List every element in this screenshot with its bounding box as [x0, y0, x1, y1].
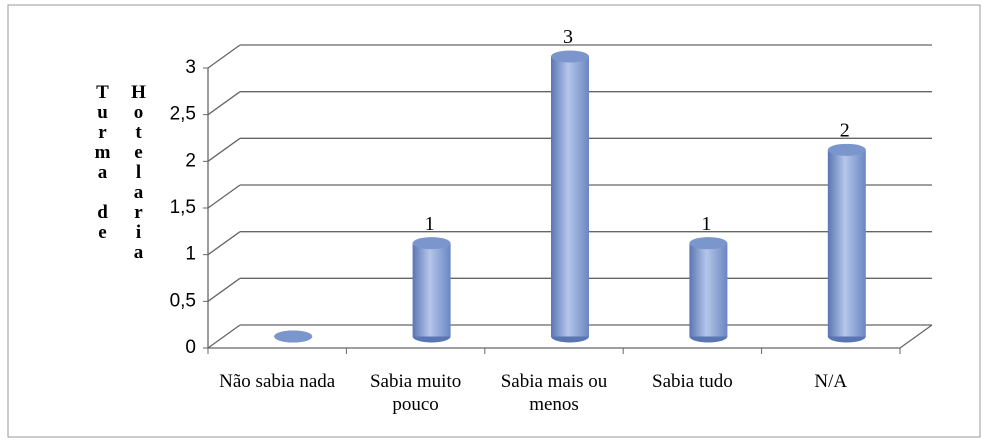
y-tick-label: 0	[185, 337, 196, 358]
y-axis-label: Turma de Hotelaria	[92, 82, 149, 262]
bar-top	[689, 237, 728, 250]
data-label: 1	[425, 213, 435, 235]
x-tick-label: Sabia muito pouco	[369, 371, 462, 415]
data-label: 2	[840, 119, 850, 141]
y-tick-label: 1	[185, 244, 196, 265]
bar	[827, 143, 866, 343]
y-tick-label: 3	[185, 57, 196, 78]
grid-line	[207, 231, 241, 256]
data-label: 3	[563, 26, 573, 48]
x-tick-label: Sabia tudo	[652, 371, 733, 392]
bar-body	[412, 243, 451, 337]
bar-body	[689, 243, 728, 337]
y-tick-label: 2	[185, 150, 196, 171]
grid-line	[207, 44, 241, 69]
bar-top	[551, 50, 589, 63]
bar-top	[274, 330, 313, 343]
bar	[551, 50, 589, 343]
y-tick-label: 2,5	[170, 104, 196, 125]
y-tick-label: 1,5	[170, 197, 196, 218]
bar	[274, 330, 313, 343]
x-tick-label: Não sabia nada	[219, 371, 336, 392]
bar-top	[827, 143, 866, 156]
floor-edge	[899, 324, 933, 349]
y-tick-label: 0,5	[170, 290, 196, 311]
bar-body	[551, 56, 589, 337]
grid-line	[207, 137, 241, 162]
bar-body	[827, 149, 866, 337]
bar-top	[412, 237, 451, 250]
data-label: 1	[701, 213, 711, 235]
grid-line	[207, 91, 241, 116]
frame	[7, 4, 981, 438]
x-tick-label: N/A	[814, 371, 848, 392]
grid-line	[207, 184, 241, 209]
bar	[412, 237, 451, 343]
x-tick-label: Sabia mais ou menos	[500, 371, 608, 415]
grid-line	[207, 277, 241, 302]
bar	[689, 237, 728, 343]
grid-line	[207, 324, 241, 349]
